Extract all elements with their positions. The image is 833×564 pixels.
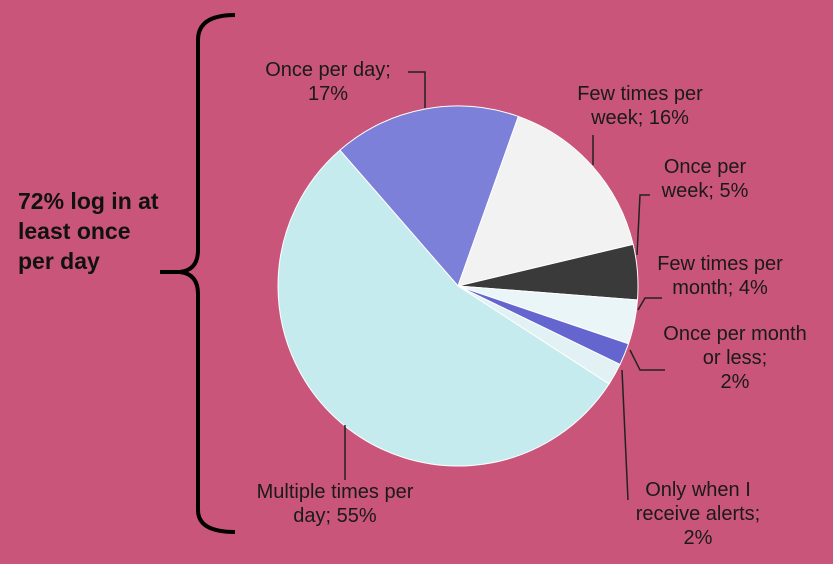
leader-line [629, 349, 665, 371]
value-label: 5% [719, 180, 749, 202]
category-label: Few times per week; [577, 83, 703, 129]
category-label: Few times per month; [657, 253, 783, 299]
leader-lines [344, 71, 665, 501]
bracket [160, 13, 236, 534]
category-label: Once per week; [661, 156, 747, 202]
value-label: 4% [738, 277, 768, 299]
pie-slice [277, 149, 610, 467]
value-label: 2% [683, 527, 713, 549]
slice-label: Few times per week; 16% [560, 82, 720, 130]
value-label: 55% [336, 505, 377, 527]
value-label: 2% [720, 371, 750, 393]
annotation: 72% log in at least once per day [18, 188, 159, 274]
value-label: 17% [307, 83, 349, 105]
pie [277, 105, 639, 467]
leader-line [408, 71, 426, 108]
category-label: Once per month or less; [663, 323, 807, 369]
value-label: 16% [648, 107, 689, 129]
slice-label: Multiple times per day; 55% [250, 480, 420, 528]
leader-line [637, 297, 662, 311]
slice-label: Once per week; 5% [640, 155, 770, 203]
slice-label: Few times per month; 4% [645, 252, 795, 300]
leader-line [636, 194, 650, 256]
category-label: Once per day; [265, 59, 391, 81]
leader-line [621, 369, 629, 501]
slice-label: Only when I receive alerts; 2% [618, 478, 778, 550]
category-label: Only when I receive alerts; [635, 479, 761, 525]
category-label: Multiple times per day; [256, 481, 414, 527]
pie-slice [457, 115, 634, 287]
slice-label: Once per month or less; 2% [655, 322, 815, 394]
slice-label: Once per day; 17% [248, 58, 408, 106]
